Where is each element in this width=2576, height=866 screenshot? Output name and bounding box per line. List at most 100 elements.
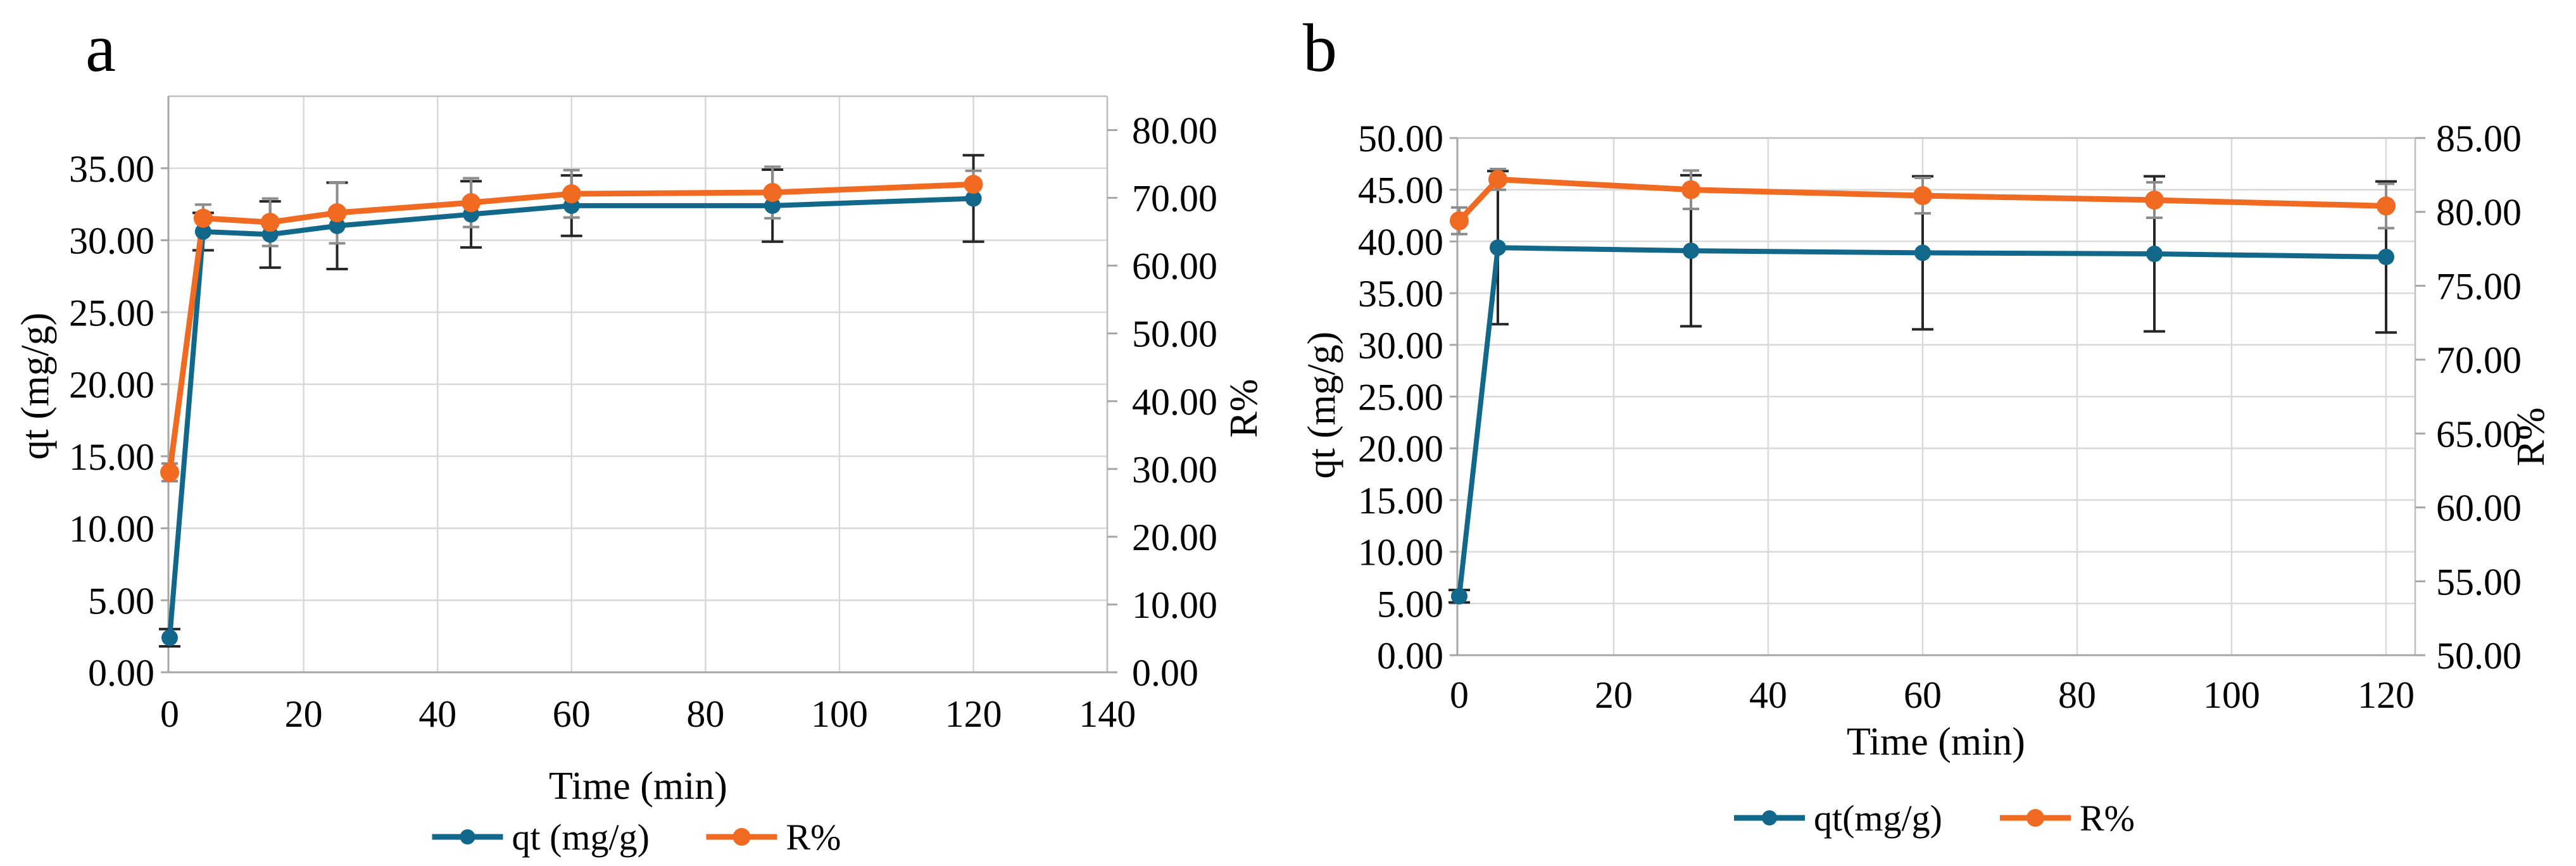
- data-point-qt: [2146, 246, 2163, 263]
- x-axis-tick-label: 40: [1749, 674, 1787, 716]
- y-axis-left-tick-label: 20.00: [69, 364, 154, 406]
- y-axis-left-tick-label: 20.00: [1358, 428, 1443, 470]
- x-axis-tick-label: 40: [418, 693, 456, 735]
- y-axis-right-tick-label: 70.00: [2436, 339, 2522, 381]
- y-axis-left-tick-label: 50.00: [1358, 118, 1443, 160]
- y-axis-right-tick-label: 40.00: [1132, 381, 1217, 423]
- y-axis-left-tick-label: 35.00: [1358, 273, 1443, 315]
- legend-item-label: qt (mg/g): [512, 817, 650, 858]
- legend-item: R%: [2000, 798, 2135, 839]
- data-point-r: [1488, 170, 1507, 189]
- y-axis-left-tick-label: 45.00: [1358, 170, 1443, 211]
- x-axis-tick-label: 120: [945, 693, 1002, 735]
- y-axis-left-tick-label: 10.00: [1358, 532, 1443, 574]
- data-point-r: [763, 183, 782, 203]
- data-point-r: [160, 463, 179, 482]
- y-axis-right-tick-label: 30.00: [1132, 449, 1217, 491]
- y-axis-right-tick-label: 80.00: [2436, 192, 2522, 234]
- x-axis-tick-label: 20: [1595, 674, 1633, 716]
- data-point-r: [2145, 191, 2164, 210]
- x-axis-title: Time (min): [549, 765, 727, 808]
- series-line-r: [166, 181, 977, 475]
- legend-item: qt(mg/g): [1734, 798, 1942, 839]
- right-axis-title: R%: [1222, 379, 1266, 438]
- panel-letter: a: [85, 11, 116, 86]
- legend-item-label: R%: [2080, 798, 2135, 839]
- data-point-r: [562, 184, 581, 204]
- legend-marker-qt: [1762, 810, 1777, 825]
- data-point-qt: [2378, 248, 2394, 265]
- y-axis-left-tick-label: 5.00: [1377, 583, 1443, 625]
- y-axis-left-tick-label: 30.00: [69, 220, 154, 262]
- data-point-r: [327, 203, 347, 223]
- y-axis-left-tick-label: 15.00: [1358, 480, 1443, 522]
- data-point-qt: [1683, 242, 1699, 260]
- x-axis-tick-label: 60: [1904, 674, 1942, 716]
- x-axis-tick-label: 100: [2203, 674, 2260, 716]
- x-axis-tick-label: 20: [285, 693, 323, 735]
- y-axis-left-tick-label: 0.00: [1377, 635, 1443, 677]
- x-axis-tick-label: 140: [1079, 693, 1136, 735]
- data-point-qt: [764, 197, 781, 214]
- data-point-r: [1681, 180, 1700, 199]
- y-axis-left-tick-label: 10.00: [69, 508, 154, 550]
- data-point-r: [193, 208, 213, 228]
- y-axis-right-tick-label: 70.00: [1132, 178, 1217, 220]
- y-axis-right-tick-label: 55.00: [2436, 561, 2522, 603]
- data-point-qt: [194, 223, 211, 240]
- data-point-qt: [965, 190, 982, 207]
- legend-item: qt (mg/g): [432, 817, 650, 858]
- data-point-qt: [1490, 239, 1506, 256]
- y-axis-right-tick-label: 10.00: [1132, 584, 1217, 626]
- y-axis-left-tick-label: 15.00: [69, 436, 154, 478]
- y-axis-right-tick-label: 20.00: [1132, 517, 1217, 558]
- x-axis-tick-label: 0: [1450, 674, 1469, 716]
- series-line-qt: [1457, 245, 2389, 599]
- y-axis-right-tick-label: 85.00: [2436, 118, 2522, 160]
- x-axis-tick-label: 80: [686, 693, 724, 735]
- y-axis-right-tick-label: 50.00: [2436, 635, 2522, 677]
- chart-panel-b: 0.00 5.00 10.00 15.00 20.00 25.00 30.00 35.00 40…: [1300, 11, 2553, 839]
- legend-marker-qt: [460, 829, 475, 844]
- y-axis-left-tick-label: 35.00: [69, 148, 154, 190]
- data-point-qt: [1914, 244, 1931, 261]
- x-axis-tick-label: 60: [553, 693, 591, 735]
- y-axis-left-tick-label: 5.00: [88, 580, 154, 622]
- data-point-qt: [161, 629, 178, 646]
- y-axis-right-tick-label: 50.00: [1132, 313, 1217, 355]
- legend-marker-r: [2026, 809, 2044, 827]
- data-point-r: [1450, 211, 1469, 230]
- data-point-qt: [329, 217, 346, 234]
- y-axis-right-tick-label: 80.00: [1132, 110, 1217, 152]
- data-point-r: [2377, 196, 2396, 216]
- y-axis-left-tick-label: 25.00: [69, 292, 154, 334]
- y-axis-left-tick-label: 40.00: [1358, 221, 1443, 263]
- chart-panel-a: 0.00 5.00 10.00 15.00 20.00 25.00 30.00 35.00 0.…: [14, 11, 1266, 858]
- x-axis-title: Time (min): [1847, 720, 2025, 763]
- y-axis-right-tick-label: 75.00: [2436, 265, 2522, 307]
- left-axis-title: qt (mg/g): [1300, 332, 1343, 479]
- y-axis-right-tick-label: 0.00: [1132, 652, 1198, 694]
- legend-item-label: qt(mg/g): [1814, 798, 1942, 839]
- y-axis-left-tick-label: 30.00: [1358, 325, 1443, 367]
- y-axis-left-tick-label: 25.00: [1358, 377, 1443, 418]
- x-axis-tick-label: 100: [811, 693, 868, 735]
- y-axis-right-tick-label: 60.00: [2436, 487, 2522, 529]
- x-axis-tick-label: 120: [2358, 674, 2415, 716]
- legend-marker-r: [732, 828, 751, 846]
- data-point-r: [462, 193, 481, 213]
- panel-letter: b: [1303, 11, 1337, 86]
- left-axis-title: qt (mg/g): [14, 313, 57, 460]
- data-point-r: [1913, 186, 1932, 206]
- legend-item-label: R%: [786, 817, 841, 858]
- data-point-r: [964, 175, 983, 194]
- x-axis-tick-label: 0: [160, 693, 179, 735]
- y-axis-right-tick-label: 65.00: [2436, 413, 2522, 455]
- data-point-r: [260, 213, 280, 232]
- x-axis-tick-label: 80: [2058, 674, 2096, 716]
- series-line-qt: [167, 196, 976, 641]
- data-point-qt: [1451, 587, 1467, 605]
- right-axis-title: R%: [2510, 408, 2553, 467]
